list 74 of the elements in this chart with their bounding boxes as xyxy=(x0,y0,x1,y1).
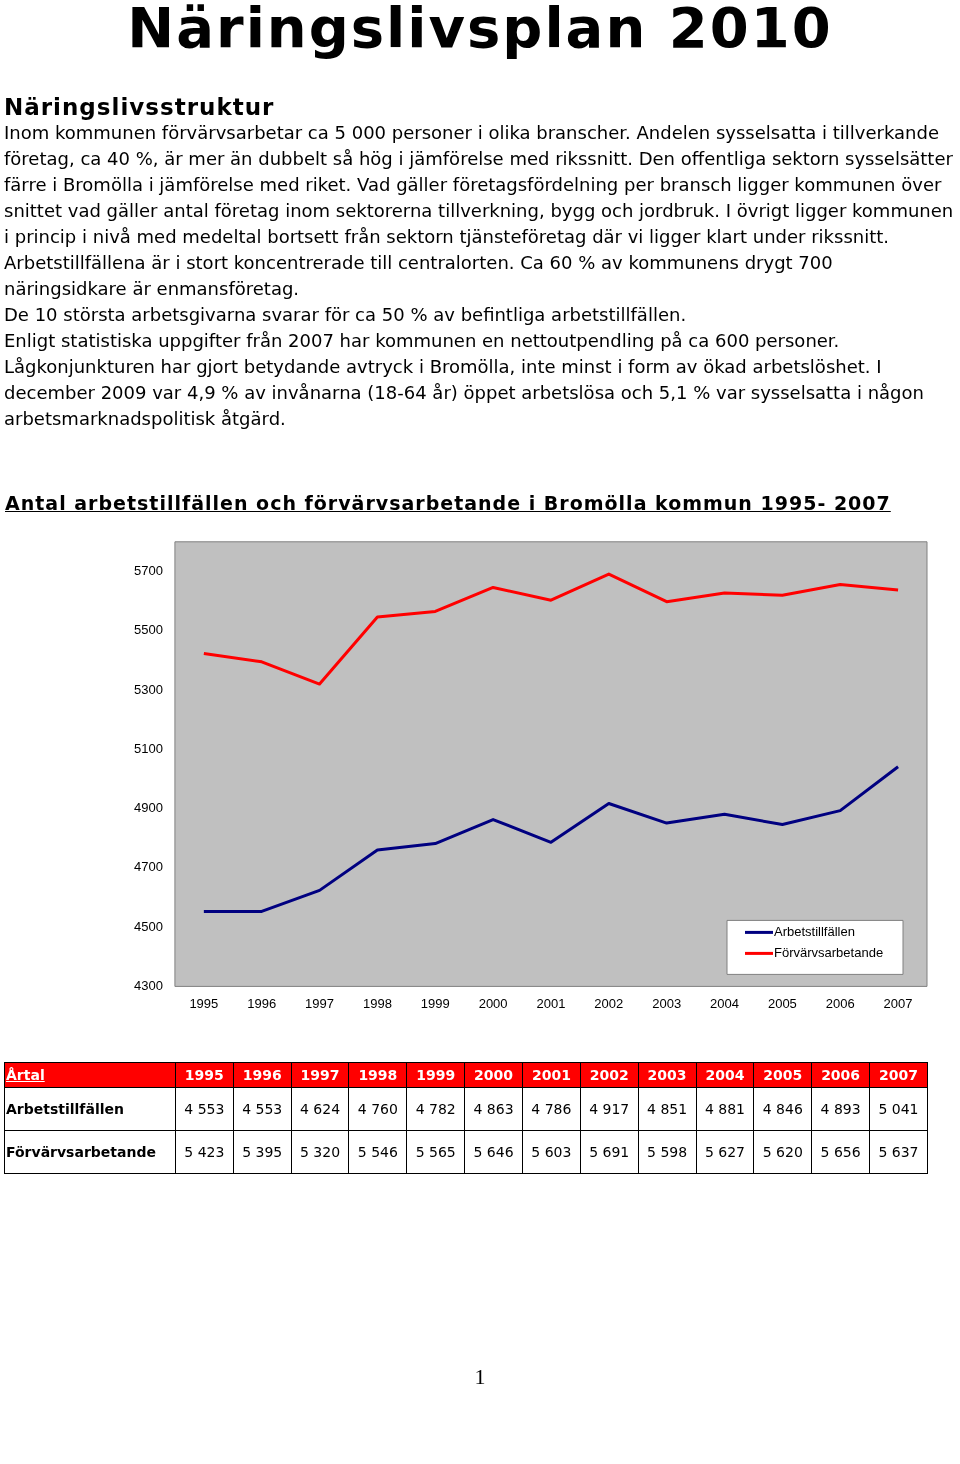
data-label: 4 881 xyxy=(696,1087,754,1131)
data-label: 4 851 xyxy=(638,1087,696,1131)
category-label: 1997 xyxy=(300,1067,340,1083)
category-label: 2002 xyxy=(589,1067,629,1083)
text: Arbetstillfällen xyxy=(6,1101,124,1117)
x-tick-label: 1996 xyxy=(247,995,277,1011)
x-tick-label: 2004 xyxy=(710,995,739,1011)
category-label: 2007 xyxy=(878,1067,918,1083)
category-label: 2000 xyxy=(474,1067,514,1083)
data-label: 5 603 xyxy=(522,1130,581,1174)
data-label: 4 553 xyxy=(175,1087,234,1131)
category-label: 2001 xyxy=(531,1067,571,1083)
category-label: 1999 xyxy=(416,1067,456,1083)
data-label: 4 917 xyxy=(580,1087,639,1131)
data-label: 5 656 xyxy=(811,1130,870,1174)
data-label: 5 627 xyxy=(696,1130,754,1174)
category-label: 2004 xyxy=(705,1067,745,1083)
data-label: 4 846 xyxy=(753,1087,812,1131)
data-label: 4 863 xyxy=(464,1087,523,1131)
category-label: 1996 xyxy=(242,1067,282,1083)
data-label: 5 565 xyxy=(406,1130,465,1174)
x-tick-label: 1999 xyxy=(420,995,450,1011)
data-label: 5 620 xyxy=(753,1130,812,1174)
y-tick-label: 5300 xyxy=(134,681,163,697)
legend-label: Arbetstillfällen xyxy=(774,923,855,939)
text: De 10 största arbetsgivarna svarar för ca 50 % av befintliga arbetstillfällen. xyxy=(4,303,688,327)
category-label: 1995 xyxy=(184,1067,224,1083)
text: Årtal xyxy=(6,1067,45,1083)
category-label: 1998 xyxy=(358,1067,398,1083)
x-tick-label: 2002 xyxy=(594,995,624,1011)
data-label: 5 646 xyxy=(464,1130,523,1174)
data-label: 5 546 xyxy=(348,1130,407,1174)
data-label: 5 691 xyxy=(580,1130,639,1174)
data-label: 5 637 xyxy=(869,1130,928,1174)
text: Enligt statistiska uppgifter från 2007 har kommunen en nettoutpendling på ca 600 personer. xyxy=(4,329,841,353)
category-label: 2005 xyxy=(763,1067,803,1083)
x-tick-label: 2006 xyxy=(825,995,855,1011)
text: Lågkonjunkturen har gjort betydande avtryck i Bromölla, inte minst i form av ökad arbetslöshet. I december 2009 var 4,9 % av invånarna (18-64 år) öppet arbetslösa och 5,1 % var sysselsatta i någon arbetsmarknadspolitisk åtgärd. xyxy=(4,355,925,431)
data-label: 4 786 xyxy=(522,1087,581,1131)
text: Inom kommunen förvärvsarbetar ca 5 000 personer i olika branscher. Andelen sysselsatta i tillverkande företag, ca 40 %, är mer än dubbelt så hög i jämförelse med rikssnitt. Den offentliga sektorn sysselsätter färre i Bromölla i jämförelse med riket. Vad gäller företagsfördelning per bransch ligger kommunen över snittet vad gäller antal företag inom sektorerna tillverkning, bygg och jordbruk. I övrigt ligger kommunen i princip i nivå med medeltal bortsett från sektorn tjänsteföretag där vi ligger klart under rikssnitt. xyxy=(4,121,955,249)
y-tick-label: 4500 xyxy=(134,918,163,934)
text: Förvärvsarbetande xyxy=(6,1144,156,1160)
x-tick-label: 2007 xyxy=(883,995,913,1011)
data-label: 5 598 xyxy=(638,1130,696,1174)
y-tick-label: 4700 xyxy=(134,859,163,875)
x-tick-label: 1997 xyxy=(305,995,335,1011)
data-label: 5 395 xyxy=(233,1130,292,1174)
x-tick-label: 2001 xyxy=(536,995,566,1011)
data-label: 4 624 xyxy=(291,1087,349,1131)
data-label: 4 760 xyxy=(348,1087,407,1131)
data-label: 4 553 xyxy=(233,1087,292,1131)
text: 1 xyxy=(473,1364,487,1390)
x-tick-label: 1995 xyxy=(189,995,219,1011)
x-tick-label: 2003 xyxy=(652,995,682,1011)
chart-title: Näringslivsplan 2010 xyxy=(126,0,834,60)
y-tick-label: 5500 xyxy=(134,622,163,638)
y-tick-label: 5700 xyxy=(134,563,163,579)
y-tick-label: 4300 xyxy=(134,977,163,993)
data-label: 5 320 xyxy=(291,1130,349,1174)
category-label: 2006 xyxy=(821,1067,861,1083)
text: Näringslivsstruktur xyxy=(4,94,276,120)
category-label: 2003 xyxy=(647,1067,687,1083)
y-tick-label: 4900 xyxy=(134,800,163,816)
legend-label: Förvärvsarbetande xyxy=(774,944,884,960)
x-tick-label: 1998 xyxy=(362,995,392,1011)
y-tick-label: 5100 xyxy=(134,740,163,756)
x-tick-label: 2000 xyxy=(478,995,508,1011)
chart-subtitle: Antal arbetstillfällen och förvärvsarbetande i Bromölla kommun 1995- 2007 xyxy=(5,492,892,514)
data-label: 5 041 xyxy=(869,1087,928,1131)
data-label: 4 782 xyxy=(406,1087,465,1131)
data-label: 5 423 xyxy=(175,1130,234,1174)
x-tick-label: 2005 xyxy=(767,995,797,1011)
text: Arbetstillfällena är i stort koncentrerade till centralorten. Ca 60 % av kommunens drygt 700 näringsidkare är enmansföretag. xyxy=(4,251,834,301)
data-label: 4 893 xyxy=(811,1087,870,1131)
